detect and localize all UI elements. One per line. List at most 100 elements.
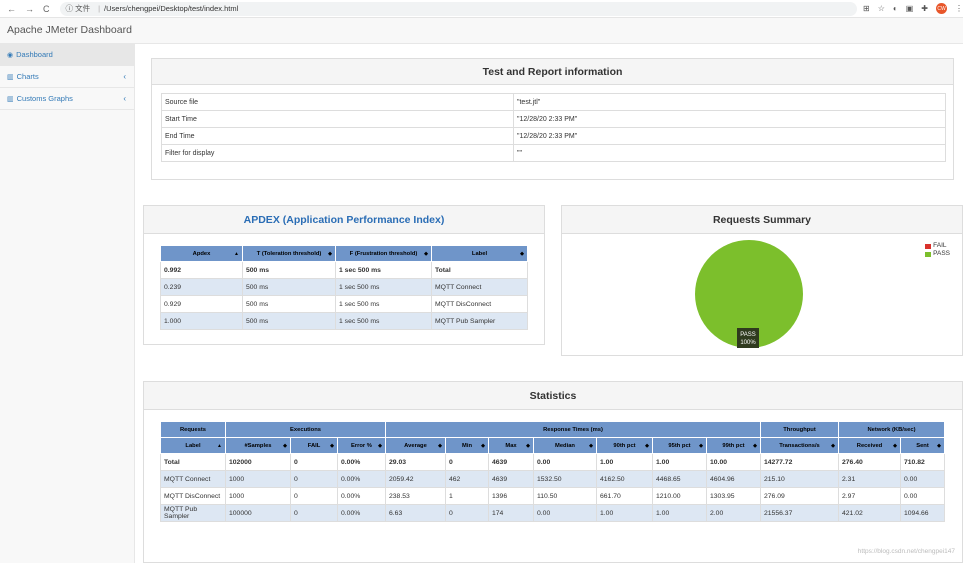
test-info-panel: Test and Report information Source file …	[151, 58, 954, 180]
legend-swatch	[925, 251, 932, 257]
sort-icon: ◆	[937, 442, 941, 449]
group-header: Executions	[225, 421, 386, 438]
table-cell: 29.03	[385, 453, 446, 471]
extension-icon[interactable]: ◐	[892, 4, 898, 13]
column-header[interactable]: Median ◆	[533, 437, 597, 454]
legend-swatch	[925, 243, 932, 249]
browser-toolbar: ← → C ⓘ 文件 | /Users/chengpei/Desktop/tes…	[0, 0, 963, 18]
sidebar: ◉ Dashboard ▥ Charts ‹ ▥ Customs Graphs …	[0, 44, 135, 563]
table-cell: 0.00%	[337, 470, 386, 488]
sort-icon: ◆	[283, 442, 287, 449]
table-row: MQTT Pub Sampler 100000 0 0.00% 6.63 0 174 0.00…	[160, 504, 945, 522]
column-header[interactable]: Label ◆	[431, 245, 528, 262]
table-cell: 1303.95	[706, 487, 761, 505]
table-cell: ""	[513, 144, 946, 162]
table-cell: 1396	[488, 487, 534, 505]
sort-icon: ◆	[520, 250, 524, 257]
address-url[interactable]: /Users/chengpei/Desktop/test/index.html	[104, 4, 239, 13]
table-cell: 4468.65	[652, 470, 707, 488]
table-cell: 4639	[488, 470, 534, 488]
table-cell: 1 sec 500 ms	[335, 278, 432, 296]
apdex-panel: APDEX (Application Performance Index) Ap…	[143, 205, 545, 345]
group-header: Throughput	[760, 421, 839, 438]
site-info-icon[interactable]: ⓘ 文件	[65, 4, 91, 13]
table-cell: 1532.50	[533, 470, 597, 488]
puzzle-icon[interactable]: ✚	[921, 4, 928, 13]
address-bar[interactable]: ⓘ 文件 | /Users/chengpei/Desktop/test/inde…	[59, 1, 858, 16]
table-cell: 2.97	[838, 487, 901, 505]
column-header[interactable]: 99th pct ◆	[706, 437, 761, 454]
sort-icon: ◆	[330, 442, 334, 449]
table-cell: 0.00	[533, 504, 597, 522]
column-header[interactable]: Apdex ▲	[160, 245, 243, 262]
sidebar-item-dashboard[interactable]: ◉ Dashboard	[0, 44, 134, 66]
table-header-row: Label ▲ #Samples ◆ FAIL ◆ Error % ◆ Average ◆ Min ◆…	[160, 437, 945, 454]
table-row: 0.929 500 ms 1 sec 500 ms MQTT DisConnec…	[160, 295, 528, 313]
column-header[interactable]: Sent ◆	[900, 437, 945, 454]
column-header[interactable]: Label ▲	[160, 437, 226, 454]
app-brand[interactable]: Apache JMeter Dashboard	[7, 24, 132, 36]
group-header: Requests	[160, 421, 226, 438]
sort-icon: ◆	[893, 442, 897, 449]
table-cell: 1 sec 500 ms	[335, 312, 432, 330]
column-header[interactable]: #Samples ◆	[225, 437, 291, 454]
column-header[interactable]: T (Toleration threshold) ◆	[242, 245, 336, 262]
reload-icon[interactable]: C	[43, 3, 50, 14]
table-cell: 14277.72	[760, 453, 839, 471]
pie-label: PASS	[740, 332, 756, 338]
table-cell: 1000	[225, 470, 291, 488]
legend-label: FAIL	[933, 242, 947, 249]
table-row: 0.239 500 ms 1 sec 500 ms MQTT Connect	[160, 278, 528, 296]
back-icon[interactable]: ←	[7, 3, 16, 14]
table-row: 1.000 500 ms 1 sec 500 ms MQTT Pub Sampl…	[160, 312, 528, 330]
table-cell: 0.00%	[337, 487, 386, 505]
legend-item-pass[interactable]: PASS	[925, 250, 950, 258]
table-cell: 0	[290, 487, 338, 505]
column-header[interactable]: Transactions/s ◆	[760, 437, 839, 454]
statistics-title: Statistics	[144, 382, 962, 410]
star-icon[interactable]: ☆	[877, 4, 885, 13]
column-header[interactable]: Average ◆	[385, 437, 446, 454]
sort-icon: ◆	[526, 442, 530, 449]
translate-icon[interactable]: ⊞	[863, 4, 870, 13]
table-cell: 0.00	[900, 470, 945, 488]
statistics-table: Requests Executions Response Times (ms) …	[160, 421, 945, 522]
column-header[interactable]: Max ◆	[488, 437, 534, 454]
sidebar-item-charts[interactable]: ▥ Charts ‹	[0, 66, 134, 88]
group-header: Response Times (ms)	[385, 421, 761, 438]
table-cell: 0	[445, 453, 489, 471]
requests-summary-title: Requests Summary	[562, 206, 962, 234]
requests-summary-panel: Requests Summary PASS 100% FAIL PASS	[561, 205, 963, 356]
table-cell: Total	[160, 453, 226, 471]
forward-icon[interactable]: →	[25, 3, 34, 14]
sidebar-item-customs-graphs[interactable]: ▥ Customs Graphs ‹	[0, 88, 134, 110]
column-header[interactable]: 95th pct ◆	[652, 437, 707, 454]
table-cell: MQTT DisConnect	[431, 295, 528, 313]
table-cell: 276.40	[838, 453, 901, 471]
column-header[interactable]: Error % ◆	[337, 437, 386, 454]
table-row: Filter for display ""	[161, 144, 946, 162]
avatar[interactable]: CW	[936, 3, 947, 14]
column-header[interactable]: FAIL ◆	[290, 437, 338, 454]
table-cell: 500 ms	[242, 312, 336, 330]
column-header[interactable]: 90th pct ◆	[596, 437, 653, 454]
address-separator: |	[98, 4, 101, 13]
table-cell: Total	[431, 261, 528, 279]
table-cell: 710.82	[900, 453, 945, 471]
legend-item-fail[interactable]: FAIL	[925, 242, 950, 250]
table-cell: 1	[445, 487, 489, 505]
test-info-title: Test and Report information	[152, 59, 953, 85]
column-header[interactable]: F (Frustration threshold) ◆	[335, 245, 432, 262]
table-row: Start Time "12/28/20 2:33 PM"	[161, 110, 946, 128]
menu-icon[interactable]: ⋮	[955, 4, 963, 13]
column-header[interactable]: Received ◆	[838, 437, 901, 454]
pie-slice-pass[interactable]	[695, 240, 803, 348]
table-cell: 238.53	[385, 487, 446, 505]
bar-chart-icon: ▥	[7, 73, 14, 81]
column-header[interactable]: Min ◆	[445, 437, 489, 454]
table-row: MQTT Connect 1000 0 0.00% 2059.42 462 4639 1532…	[160, 470, 945, 488]
table-row: Source file "test.jtl"	[161, 93, 946, 111]
table-cell: 110.50	[533, 487, 597, 505]
table-cell: 1 sec 500 ms	[335, 295, 432, 313]
extension2-icon[interactable]: ▣	[905, 4, 914, 13]
